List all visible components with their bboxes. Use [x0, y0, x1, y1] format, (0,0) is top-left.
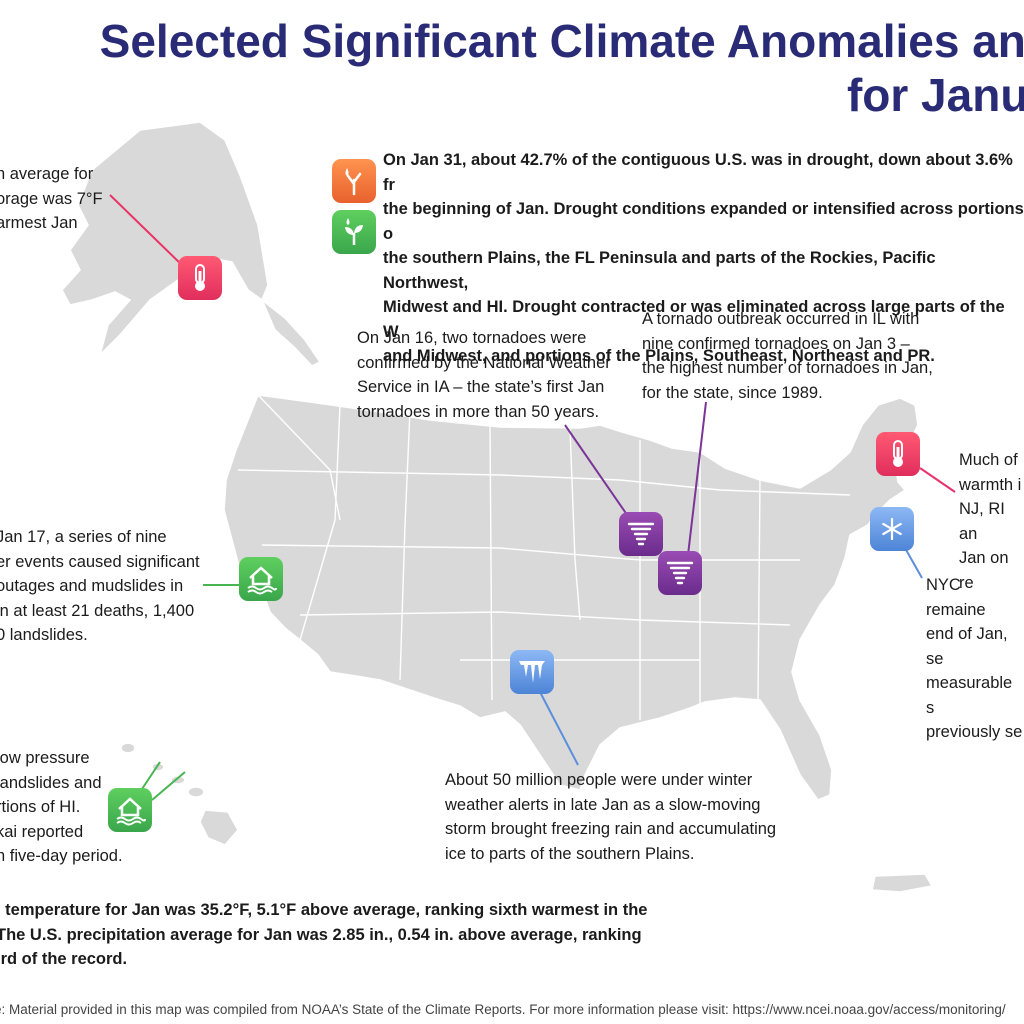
alaska-connector	[109, 194, 186, 269]
sprouting-plant-icon	[332, 210, 376, 254]
illinois-tornado-note: A tornado outbreak occurred in IL with n…	[642, 310, 933, 402]
flooded-house-icon	[239, 557, 283, 601]
hawaii-connector-1	[139, 761, 161, 793]
snowflake-icon	[870, 507, 914, 551]
source-footer: e: Material provided in this map was com…	[0, 1002, 1006, 1017]
thermometer-icon	[178, 256, 222, 300]
plains-connector	[539, 691, 579, 766]
hawaii-island-4	[187, 786, 205, 798]
tornado-icon	[619, 512, 663, 556]
tornado-icon	[658, 551, 702, 595]
state-borders	[237, 394, 851, 720]
california-storm-note: Jan 17, a series of nine er events cause…	[0, 528, 200, 644]
southern-plains-ice-note: About 50 million people were under winte…	[445, 771, 777, 863]
northeast-warmth-note: Much of warmth i NJ, RI an Jan on re	[959, 451, 1022, 592]
hawaii-big-island	[199, 809, 239, 846]
illinois-connector	[687, 401, 707, 556]
dry-plant-icon	[332, 159, 376, 203]
alaska-note: n average for orage was 7°F armest Jan	[0, 165, 103, 232]
alaska-shape	[61, 121, 269, 356]
drought-note: On Jan 31, about 42.7% of the contiguous…	[383, 151, 1024, 365]
flooded-house-icon	[108, 788, 152, 832]
thermometer-icon	[876, 432, 920, 476]
icicles-icon	[510, 650, 554, 694]
iowa-connector	[564, 424, 633, 523]
nyc-connector	[904, 547, 923, 579]
puerto-rico-shape	[871, 873, 933, 893]
hawaii-island-1	[120, 742, 136, 754]
national-summary-note: . temperature for Jan was 35.2°F, 5.1°F …	[0, 901, 648, 968]
northeast-connector	[919, 467, 956, 493]
iowa-tornado-note: On Jan 16, two tornadoes were confirmed …	[357, 329, 611, 421]
map-title-line-2: for Janua	[846, 69, 1024, 121]
nyc-snow-note: NYC remaine end of Jan, se measurable s …	[926, 576, 1023, 741]
map-title-line-1: Selected Significant Climate Anomalies a…	[99, 15, 1024, 67]
alaska-panhandle	[261, 299, 321, 367]
hawaii-note: low pressure landslides and rtions of HI…	[0, 749, 123, 865]
hawaii-connector-2	[151, 771, 186, 801]
